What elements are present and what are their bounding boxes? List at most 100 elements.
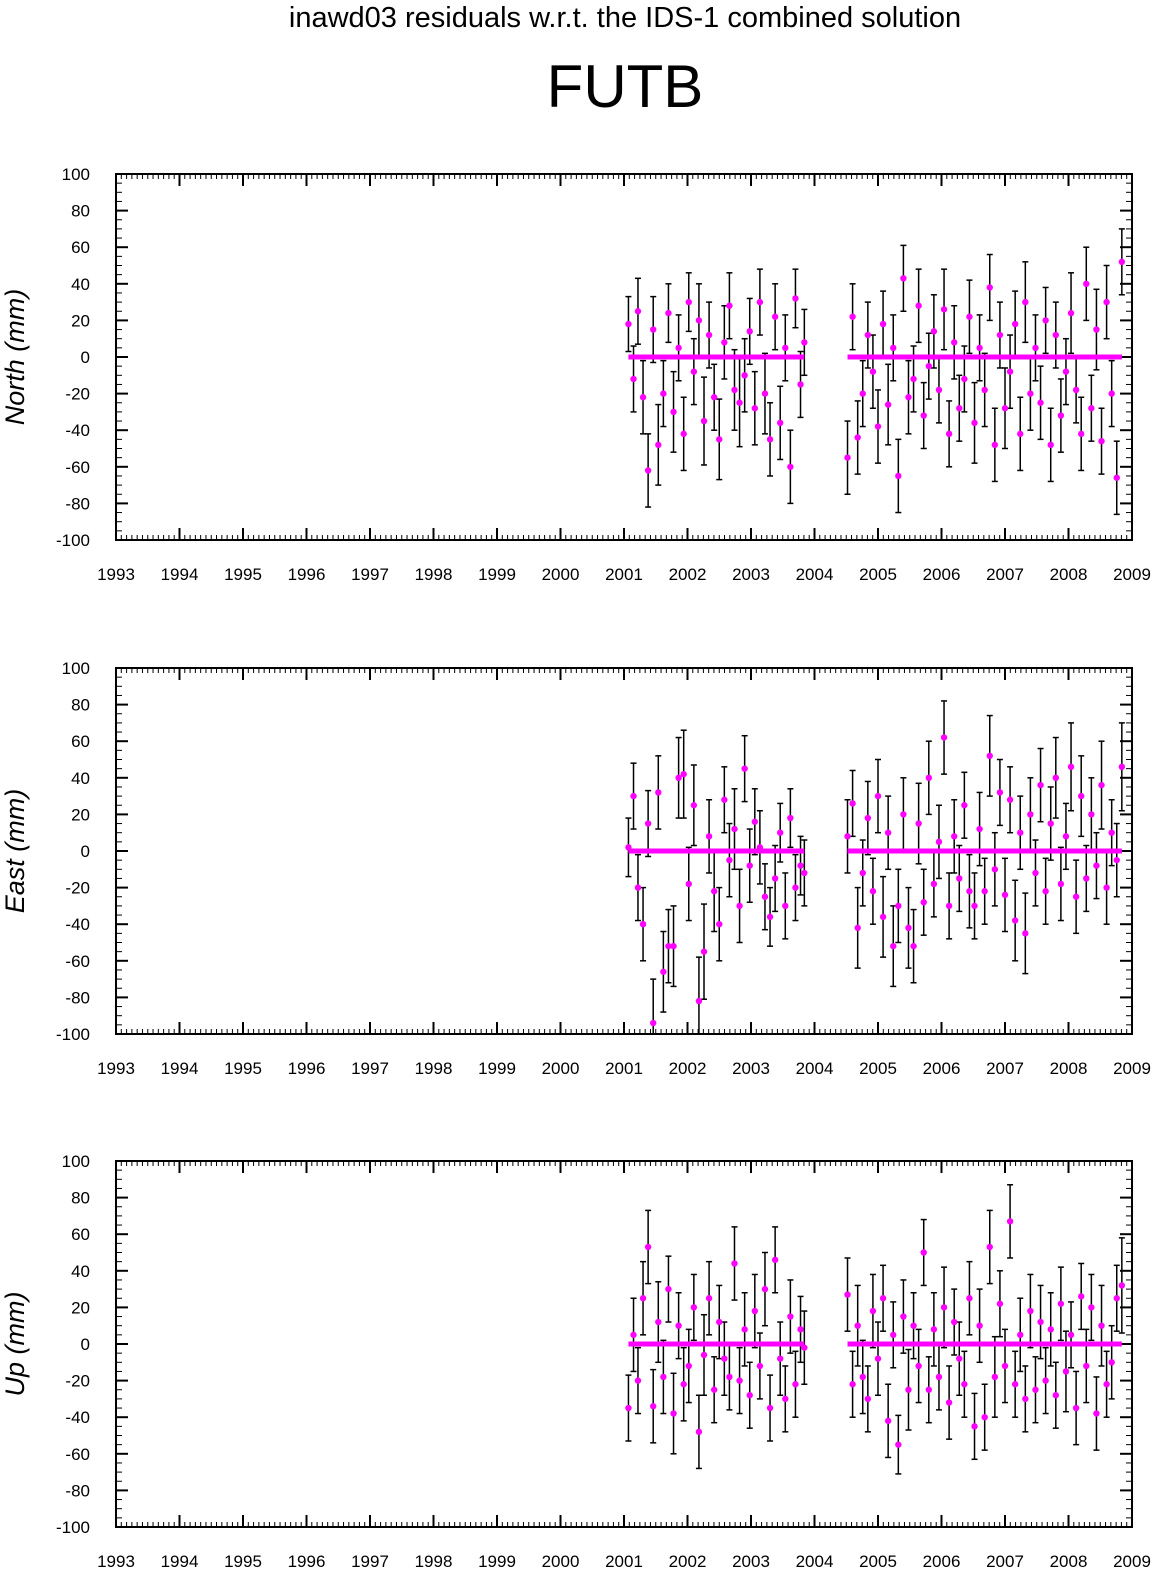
data-point	[915, 302, 922, 309]
x-tick-label: 1999	[478, 565, 516, 584]
data-point	[655, 789, 662, 796]
data-point	[1062, 1368, 1070, 1375]
x-tick-label: 1993	[97, 1552, 135, 1571]
data-point	[1047, 1326, 1054, 1333]
x-tick-label: 1999	[478, 1552, 516, 1571]
data-point	[639, 1295, 647, 1302]
data-point	[864, 814, 872, 822]
data-point	[951, 339, 958, 346]
data-point	[771, 1256, 779, 1264]
y-tick-label: 60	[71, 732, 90, 751]
data-point	[1001, 1362, 1009, 1370]
y-tick-label: -20	[65, 879, 90, 898]
data-point	[930, 328, 938, 335]
data-point	[879, 913, 887, 921]
data-point	[777, 1355, 784, 1362]
data-point	[801, 339, 808, 346]
data-point	[1037, 1318, 1044, 1326]
data-point	[996, 331, 1004, 339]
y-tick-label: 40	[71, 275, 90, 294]
data-point	[1118, 258, 1126, 266]
y-tick-label: 100	[62, 659, 90, 678]
data-point	[864, 1395, 872, 1403]
data-point	[797, 381, 804, 388]
data-point	[935, 386, 943, 394]
x-tick-label: 1997	[351, 565, 389, 584]
x-tick-label: 1998	[415, 1059, 453, 1078]
data-point	[797, 862, 804, 869]
data-point	[665, 942, 672, 950]
data-point	[935, 838, 943, 846]
data-point	[751, 1307, 759, 1315]
x-tick-label: 2008	[1050, 565, 1088, 584]
data-point	[1017, 1331, 1024, 1339]
y-tick-label: -80	[65, 988, 90, 1007]
data-point	[731, 386, 738, 394]
data-point	[1118, 763, 1126, 771]
data-point	[981, 888, 988, 895]
data-point	[910, 942, 917, 950]
data-series	[625, 700, 1126, 1034]
data-point	[966, 313, 973, 320]
data-point	[1093, 326, 1100, 333]
y-tick-label: 0	[81, 842, 90, 861]
data-point	[710, 888, 718, 895]
y-tick-label: 60	[71, 238, 90, 257]
x-tick-label: 1997	[351, 1059, 389, 1078]
data-point	[1006, 796, 1014, 803]
data-point	[981, 386, 988, 394]
data-point	[976, 825, 983, 833]
data-point	[869, 1307, 877, 1315]
data-point	[849, 800, 856, 807]
data-point	[895, 902, 902, 910]
data-point	[680, 430, 687, 438]
data-point	[895, 472, 902, 480]
figure-suptitle: inawd03 residuals w.r.t. the IDS-1 combi…	[288, 2, 962, 34]
data-point	[905, 924, 912, 932]
data-point	[1052, 1392, 1060, 1399]
data-point	[910, 375, 917, 383]
x-tick-label: 2002	[669, 565, 707, 584]
data-point	[1042, 1377, 1049, 1384]
data-point	[801, 869, 808, 877]
data-point	[660, 390, 667, 397]
data-point	[920, 412, 927, 419]
y-tick-label: 80	[71, 1189, 90, 1208]
data-point	[900, 811, 907, 818]
x-tick-label: 1993	[97, 1059, 135, 1078]
data-point	[910, 1322, 917, 1329]
data-point	[721, 796, 728, 803]
data-point	[961, 375, 968, 383]
data-point	[1057, 1300, 1065, 1307]
data-point	[1108, 1359, 1115, 1366]
data-point	[766, 436, 774, 443]
data-point	[670, 942, 677, 950]
data-point	[741, 765, 748, 772]
data-point	[991, 866, 999, 873]
x-tick-label: 2004	[796, 1552, 834, 1571]
data-point	[971, 902, 978, 910]
y-tick-label: 20	[71, 805, 90, 824]
data-point	[726, 856, 733, 864]
data-point	[854, 924, 861, 932]
data-point	[751, 405, 759, 412]
data-point	[1027, 390, 1034, 397]
data-point	[630, 375, 637, 383]
data-point	[1022, 930, 1029, 937]
x-tick-label: 2005	[859, 1059, 897, 1078]
data-point	[710, 394, 718, 401]
x-tick-label: 2009	[1113, 1059, 1151, 1078]
data-point	[956, 405, 963, 412]
x-tick-label: 1995	[224, 1552, 262, 1571]
data-point	[1027, 811, 1034, 818]
data-point	[1017, 430, 1024, 438]
x-tick-label: 1993	[97, 565, 135, 584]
data-point	[945, 1399, 953, 1406]
data-point	[1078, 1293, 1085, 1300]
data-point	[1088, 1304, 1095, 1311]
x-tick-label: 2001	[605, 1552, 643, 1571]
data-point	[1072, 386, 1080, 394]
y-tick-label: -100	[56, 531, 90, 550]
data-point	[625, 1404, 632, 1412]
x-tick-label: 2006	[923, 565, 961, 584]
